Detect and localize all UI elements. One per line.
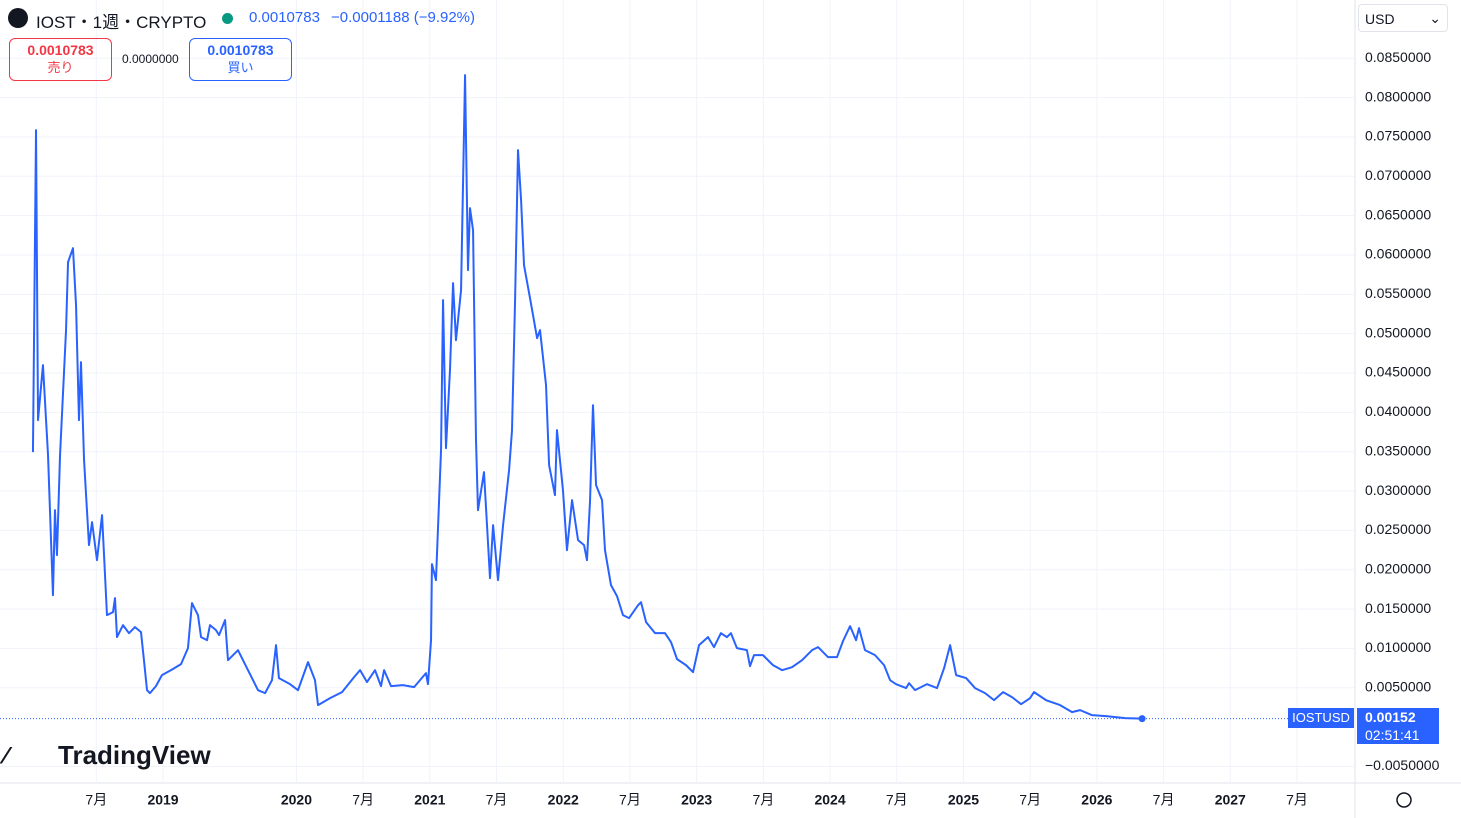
x-tick-label: 7月 bbox=[752, 792, 774, 808]
y-tick-label: 0.0550000 bbox=[1365, 285, 1431, 301]
y-tick-label: 0.0650000 bbox=[1365, 206, 1431, 222]
x-tick-label: 7月 bbox=[1019, 792, 1041, 808]
countdown: 02:51:41 bbox=[1365, 727, 1420, 743]
x-tick-label: 2026 bbox=[1081, 792, 1112, 808]
symbol-icon bbox=[8, 8, 28, 28]
symbol[interactable]: IOST・1週・CRYPTO bbox=[36, 13, 207, 32]
axis-symbol: IOSTUSD bbox=[1288, 708, 1354, 728]
x-tick-label: 7月 bbox=[1286, 792, 1308, 808]
buy-label: 買い bbox=[227, 60, 254, 75]
x-tick-label: 2024 bbox=[814, 792, 845, 808]
x-tick-label: 7月 bbox=[352, 792, 374, 808]
sell-price: 0.0010783 bbox=[27, 42, 94, 58]
last-price: 0.0010783 bbox=[249, 9, 320, 26]
buy-button[interactable]: 0.0010783 買い bbox=[189, 38, 292, 81]
plot bbox=[0, 74, 1355, 723]
price-label: 0.00152 02:51:41 bbox=[1357, 708, 1439, 744]
x-tick-label: 2021 bbox=[414, 792, 445, 808]
x-tick-label: 2020 bbox=[281, 792, 312, 808]
x-tick-label: 2019 bbox=[147, 792, 178, 808]
last-point bbox=[1138, 715, 1146, 723]
y-tick-label: 0.0300000 bbox=[1365, 482, 1431, 498]
x-tick-label: 2022 bbox=[548, 792, 579, 808]
y-tick-label: 0.0100000 bbox=[1365, 639, 1431, 655]
y-tick-label: 0.0750000 bbox=[1365, 128, 1431, 144]
y-tick-label: 0.0200000 bbox=[1365, 560, 1431, 576]
grid bbox=[0, 0, 1355, 783]
sell-label: 売り bbox=[47, 60, 74, 75]
sell-button[interactable]: 0.0010783 売り bbox=[9, 38, 112, 81]
change: −0.0001188 (−9.92%) bbox=[331, 9, 476, 26]
spread: 0.0000000 bbox=[122, 52, 179, 66]
x-tick-label: 7月 bbox=[1153, 792, 1175, 808]
x-tick-label: 7月 bbox=[85, 792, 107, 808]
price-line bbox=[31, 74, 1143, 720]
y-tick-label: 0.0350000 bbox=[1365, 442, 1431, 458]
y-tick-label: 0.0450000 bbox=[1365, 364, 1431, 380]
y-tick-label: 0.0600000 bbox=[1365, 246, 1431, 262]
y-tick-label: 0.0700000 bbox=[1365, 167, 1431, 183]
x-tick-label: 7月 bbox=[886, 792, 908, 808]
x-tick-label: 7月 bbox=[486, 792, 508, 808]
y-tick-label: 0.0500000 bbox=[1365, 324, 1431, 340]
brand-logo: ⁄ bbox=[0, 742, 13, 769]
y-tick-label: 0.0050000 bbox=[1365, 678, 1431, 694]
buy-price: 0.0010783 bbox=[207, 42, 274, 58]
x-tick-label: 2025 bbox=[948, 792, 979, 808]
y-tick-label: −0.0050000 bbox=[1365, 757, 1440, 773]
x-tick-label: 7月 bbox=[619, 792, 641, 808]
y-tick-label: 0.0250000 bbox=[1365, 521, 1431, 537]
settings-icon[interactable] bbox=[1396, 792, 1412, 808]
x-tick-label: 2027 bbox=[1215, 792, 1246, 808]
status-dot bbox=[222, 13, 233, 24]
brand: TradingView bbox=[58, 740, 211, 770]
y-tick-label: 0.0400000 bbox=[1365, 403, 1431, 419]
currency-select[interactable]: USD ⌄ bbox=[1358, 4, 1448, 32]
y-tick-label: 0.0850000 bbox=[1365, 49, 1431, 65]
y-tick-label: 0.0800000 bbox=[1365, 88, 1431, 104]
x-tick-label: 2023 bbox=[681, 792, 712, 808]
price-label-value: 0.00152 bbox=[1365, 709, 1416, 725]
y-tick-label: 0.0150000 bbox=[1365, 600, 1431, 616]
currency: USD bbox=[1365, 11, 1395, 27]
